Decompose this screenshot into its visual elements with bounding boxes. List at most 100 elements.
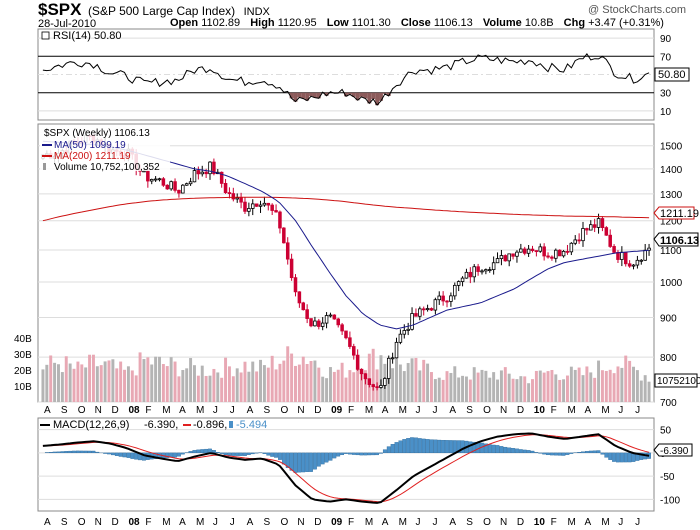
candle-body <box>437 295 442 301</box>
volume-bar <box>99 365 103 402</box>
volume-bar <box>165 366 169 402</box>
volume-bar <box>185 368 189 402</box>
volume-bar <box>604 370 608 402</box>
volume-bar <box>550 369 554 402</box>
macd-histogram-bar <box>114 452 119 456</box>
volume-bar <box>80 364 84 402</box>
volume-bar <box>297 364 301 402</box>
candle-body <box>363 373 368 380</box>
volume-bar <box>542 372 546 402</box>
volume-bar <box>239 372 243 402</box>
x-axis-label: S <box>264 405 271 416</box>
rsi-value-label: 50.80 <box>654 67 690 82</box>
volume-bar <box>115 368 119 402</box>
macd-legend-hist: -5.494 <box>236 419 267 431</box>
volume-bar <box>317 367 321 402</box>
volume-bar <box>84 367 88 402</box>
candle-body <box>557 249 562 257</box>
x-axis-label: F <box>348 405 354 416</box>
candle-body <box>355 354 360 370</box>
legend-ma200: MA(200) 1211.19 <box>54 151 131 162</box>
x-axis-label: 08 <box>128 405 140 416</box>
candle-body <box>449 295 453 302</box>
candle-body <box>515 251 519 257</box>
quote-bar: Open 1102.89 High 1120.95 Low 1101.30 Cl… <box>170 17 671 29</box>
candle-body <box>278 211 282 229</box>
candle-body <box>313 320 317 327</box>
candle-body <box>208 161 212 175</box>
candle-body <box>487 269 492 272</box>
company-name: (S&P 500 Large Cap Index) <box>87 4 236 18</box>
candle-body <box>534 250 539 253</box>
volume-bar <box>628 360 632 402</box>
x-axis-label: A <box>449 405 456 416</box>
macd-histogram-bar <box>60 451 65 454</box>
macd-histogram-bar <box>406 438 411 454</box>
candle-body <box>600 218 605 228</box>
macd-histogram-bar <box>107 452 111 455</box>
rsi-oversold-fill <box>297 92 302 98</box>
volume-bar <box>635 370 639 402</box>
rsi-oversold-fill <box>316 92 321 99</box>
volume-bar <box>426 363 430 402</box>
macd-histogram-bar <box>72 450 76 454</box>
rsi-tick-label: 30 <box>660 89 672 100</box>
candle-body <box>480 270 484 273</box>
volume-bar <box>593 377 597 402</box>
volume-bar <box>224 357 228 402</box>
price-tick-label: 800 <box>660 353 677 364</box>
x-axis-label: A <box>382 405 389 416</box>
candle-body <box>153 178 158 181</box>
volume-bar <box>107 360 111 402</box>
macd-histogram-bar <box>320 452 325 465</box>
volume-bar <box>189 358 193 402</box>
macd-histogram-bar <box>297 452 302 473</box>
x-axis-label: J <box>432 405 437 416</box>
candle-body <box>554 249 558 259</box>
price-tick-label: 700 <box>660 398 677 409</box>
volume-bar <box>53 362 57 402</box>
volume-bar <box>484 370 488 402</box>
candle-body <box>604 227 609 236</box>
macd-histogram-bar <box>192 450 197 454</box>
candle-body <box>519 248 523 253</box>
volume-bar <box>282 360 286 402</box>
watermark[interactable]: @ StockCharts.com <box>588 4 686 16</box>
candle-body <box>320 322 325 327</box>
candle-body <box>181 184 185 194</box>
candle-body <box>161 178 166 186</box>
candle-body <box>406 328 410 331</box>
candle-body <box>565 250 570 253</box>
volume-bar <box>150 364 154 402</box>
volume-bar <box>391 368 395 402</box>
candle-body <box>348 337 352 347</box>
macd-histogram-bar <box>569 452 574 454</box>
volume-bar <box>546 371 550 402</box>
x-axis-label: A <box>247 517 254 528</box>
x-axis-label: 09 <box>331 405 343 416</box>
x-axis-label: J <box>230 405 235 416</box>
macd-histogram-bar <box>270 452 275 457</box>
x-axis-label: S <box>61 517 68 528</box>
volume-bar <box>565 375 569 402</box>
x-axis-label: D <box>314 405 321 416</box>
volume-bar <box>235 368 239 402</box>
volume-bar <box>41 369 45 402</box>
candle-body <box>453 284 457 297</box>
volume-bar <box>418 370 422 402</box>
candle-body <box>184 183 189 186</box>
macd-histogram-bar <box>507 447 512 454</box>
candle-body <box>495 258 500 264</box>
macd-histogram-bar <box>316 452 321 467</box>
candle-body <box>177 189 181 194</box>
candle-body <box>577 239 581 242</box>
volume-value-text: 10752100 <box>657 376 700 387</box>
candle-body <box>247 208 251 212</box>
macd-histogram-bar <box>180 452 185 455</box>
volume-bar <box>558 379 562 402</box>
candle-body <box>484 269 488 272</box>
volume-bar <box>270 355 274 402</box>
candle-body <box>204 171 208 175</box>
macd-histogram-bar <box>103 452 108 454</box>
